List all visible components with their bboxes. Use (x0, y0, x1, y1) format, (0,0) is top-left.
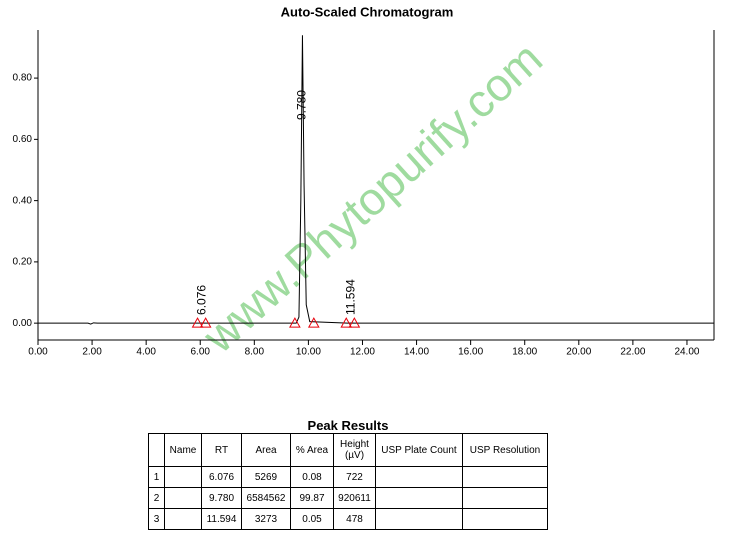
table-cell: 11.594 (201, 508, 242, 530)
integration-marker (348, 317, 361, 328)
table-cell: 920611 (333, 487, 376, 509)
x-tick-label: 20.00 (566, 347, 591, 358)
x-tick-label: 22.00 (620, 347, 645, 358)
table-cell: 1 (148, 466, 165, 488)
table-cell: 722 (333, 466, 376, 488)
table-cell: USP Plate Count (375, 433, 463, 467)
integration-marker (289, 317, 301, 328)
chart-title: Auto-Scaled Chromatogram (281, 4, 454, 19)
table-row: 3 11.594 3273 0.05 478 (148, 508, 548, 530)
integration-marker (340, 317, 353, 328)
table-title: Peak Results (307, 418, 389, 433)
table-cell: 478 (333, 508, 376, 530)
table-cell (164, 508, 202, 530)
table-cell: USP Resolution (462, 433, 548, 467)
table-cell (462, 508, 548, 530)
table-cell: RT (201, 433, 242, 467)
table-cell: Area (241, 433, 291, 467)
integration-marker (307, 317, 320, 328)
watermark: www.Phytopurify.com (192, 32, 552, 363)
chart: Auto-Scaled Chromatogram www.Phytopurify… (13, 4, 715, 363)
y-tick-label: 0.80 (13, 73, 33, 84)
peak-label: 9.780 (295, 90, 309, 120)
table-cell (375, 508, 463, 530)
x-tick-label: 2.00 (82, 347, 102, 358)
x-tick-label: 4.00 (136, 347, 156, 358)
integration-marker (191, 317, 204, 328)
table-cell: 3 (148, 508, 165, 530)
table-cell: 99.87 (290, 487, 334, 509)
x-tick-label: 12.00 (350, 347, 375, 358)
table-cell: 2 (148, 487, 165, 509)
table-cell: 0.05 (290, 508, 334, 530)
table-cell (164, 487, 202, 509)
x-tick-label: 16.00 (458, 347, 483, 358)
y-tick-label: 0.20 (13, 257, 33, 268)
x-tick-label: 24.00 (674, 347, 699, 358)
table-cell: Name (164, 433, 202, 467)
x-tick-label: 0.00 (28, 347, 48, 358)
table-cell: 6584562 (241, 487, 291, 509)
integration-marker (199, 317, 212, 328)
table-cell: 9.780 (201, 487, 242, 509)
header-row: Name RT Area% Area Height (µV) USP Plate Cou… (148, 433, 548, 467)
x-tick-label: 18.00 (512, 347, 537, 358)
peak-label: 11.594 (344, 279, 358, 315)
trace (38, 35, 714, 325)
table-cell (462, 487, 548, 509)
peak-label: 6.076 (194, 285, 208, 315)
y-tick-label: 0.40 (13, 195, 33, 206)
table-cell: 0.08 (290, 466, 334, 488)
x-tick-label: 6.00 (191, 347, 211, 358)
y-tick-label: 0.60 (13, 134, 33, 145)
peak-table: Name RT Area% Area Height (µV) USP Plate Cou… (148, 433, 548, 530)
table-cell: Height (µV) (333, 433, 376, 467)
table-row: 2 9.780 6584562 99.87 920611 (148, 487, 548, 509)
x-tick-label: 8.00 (245, 347, 265, 358)
table-cell (164, 466, 202, 488)
table-cell: 6.076 (201, 466, 242, 488)
x-tick-label: 10.00 (296, 347, 321, 358)
table-cell: 5269 (241, 466, 291, 488)
table-cell: 3273 (241, 508, 291, 530)
table-cell (462, 466, 548, 488)
table-cell (375, 487, 463, 509)
table-row: 1 6.076 5269 0.08 722 (148, 466, 548, 488)
table-cell: % Area (290, 433, 334, 467)
y-tick-label: 0.00 (13, 318, 33, 329)
table-cell (375, 466, 463, 488)
x-tick-label: 14.00 (404, 347, 429, 358)
table-cell (148, 433, 165, 467)
